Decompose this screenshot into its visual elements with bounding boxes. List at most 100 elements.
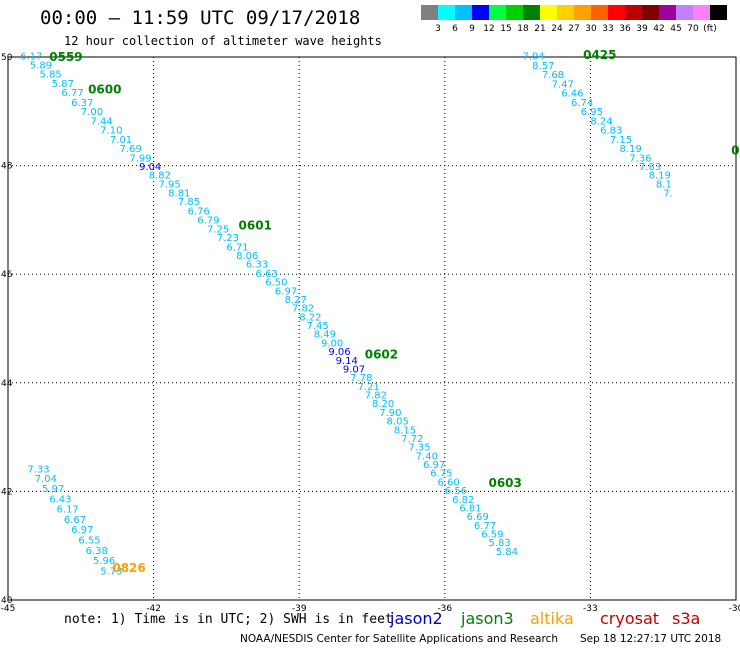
y-tick-label: 46 [1, 270, 13, 280]
color-scale-label: 30 [585, 24, 597, 34]
color-scale-label: 36 [619, 24, 631, 34]
color-swatch [710, 5, 727, 20]
x-tick-label: -39 [292, 604, 307, 614]
wave-height-value: 6.17 [57, 505, 79, 516]
wave-height-value: 8.20 [372, 399, 394, 410]
wave-height-value: 6.74 [571, 98, 593, 109]
wave-height-value: 7.78 [350, 373, 372, 384]
color-scale-label: 24 [551, 24, 563, 34]
wave-height-value: 6.97 [71, 525, 93, 536]
generated-timestamp: Sep 18 12:27:17 UTC 2018 [580, 633, 722, 645]
wave-height-value: 7.90 [379, 408, 401, 419]
wave-height-value: 6.81 [459, 503, 481, 514]
track-time-label: 0601 [239, 219, 272, 233]
satellite-legend-cryosat: cryosat [600, 609, 660, 628]
y-tick-label: 40 [1, 596, 13, 606]
y-tick-label: 42 [1, 487, 12, 497]
color-scale-label: 42 [653, 24, 665, 34]
wave-height-value: 8.27 [285, 295, 307, 306]
wave-height-value: 7.82 [365, 391, 387, 402]
wave-height-value: 7.69 [120, 144, 142, 155]
map-title: 00:00 – 11:59 UTC 09/17/2018 [40, 7, 361, 29]
wave-height-values: 6.175.895.855.876.776.377.007.447.107.01… [20, 52, 673, 578]
color-swatch [540, 5, 557, 20]
wave-height-value: 6.77 [61, 88, 83, 99]
wave-height-value: 9.06 [328, 347, 350, 358]
color-swatch [608, 5, 625, 20]
color-swatch [642, 5, 659, 20]
color-scale-label: 21 [534, 24, 546, 34]
wave-height-value: 5.97 [42, 484, 64, 495]
wave-height-value: 8.22 [299, 312, 321, 323]
wave-height-value: 7.01 [110, 135, 132, 146]
wave-height-value: 8.19 [620, 144, 642, 155]
wave-height-value: 6.55 [78, 536, 100, 547]
wave-height-value: 5.96 [93, 556, 115, 567]
wave-height-value: 6.38 [86, 546, 108, 557]
color-swatch [472, 5, 489, 20]
color-scale-label: 45 [670, 24, 682, 34]
footer-note: note: 1) Time is in UTC; 2) SWH is in fe… [64, 612, 393, 627]
color-swatch [506, 5, 523, 20]
color-swatch [455, 5, 472, 20]
wave-height-value: 7.33 [27, 464, 49, 475]
wave-height-value: 7.40 [416, 451, 438, 462]
grid-lines [8, 57, 736, 600]
y-tick-label: 44 [1, 379, 13, 389]
color-swatch [676, 5, 693, 20]
wave-height-value: 6.79 [197, 216, 219, 227]
wave-height-value: 5.89 [30, 60, 52, 71]
wave-height-value: 6.43 [49, 494, 71, 505]
color-scale-label: 12 [483, 24, 495, 34]
satellite-legend-s3a: s3a [672, 609, 701, 628]
credit-text: NOAA/NESDIS Center for Satellite Applica… [240, 633, 558, 645]
wave-height-value: 7.83 [639, 162, 661, 173]
color-scale-label: 70 [687, 24, 699, 34]
wave-height-value: 7.10 [100, 126, 122, 137]
wave-height-value: 7.21 [357, 382, 379, 393]
wave-height-value: 6.60 [438, 477, 460, 488]
wave-height-value: 9.14 [336, 356, 358, 367]
axis-tick-labels: -45 -42 -39 -36 -33 -30 50 48 46 44 42 40 [1, 53, 740, 614]
track-time-label: 0 [731, 144, 739, 158]
wave-height-value: 8.15 [394, 425, 416, 436]
wave-height-value: 6.82 [452, 495, 474, 506]
wave-height-value: 6.17 [20, 52, 42, 63]
wave-height-value: 8.24 [590, 116, 612, 127]
track-time-label: 0602 [365, 347, 398, 361]
wave-height-value: 7. [663, 189, 673, 200]
color-swatch [693, 5, 710, 20]
map-subtitle: 12 hour collection of altimeter wave hei… [64, 34, 382, 48]
wave-height-value: 7.15 [610, 135, 632, 146]
color-scale-label: 27 [568, 24, 580, 34]
wave-height-value: 6.63 [256, 269, 278, 280]
wave-height-value: 5.84 [496, 547, 518, 558]
wave-height-value: 6.71 [226, 242, 248, 253]
wave-height-value: 7.47 [552, 79, 574, 90]
wave-height-value: 8.81 [168, 189, 190, 200]
color-scale-label: 18 [517, 24, 529, 34]
color-scale-label: 15 [500, 24, 512, 34]
wave-height-value: 7.44 [91, 116, 113, 127]
wave-height-value: 7.68 [542, 70, 564, 81]
wave-height-value: 7.35 [408, 443, 430, 454]
track-time-label: 0600 [88, 82, 121, 96]
y-tick-label: 50 [1, 53, 13, 63]
wave-height-value: 7.45 [306, 321, 328, 332]
wave-height-value: 5.73 [100, 566, 122, 577]
x-tick-label: -30 [729, 604, 740, 614]
wave-height-value: 7.23 [217, 233, 239, 244]
wave-height-value: 8.49 [314, 330, 336, 341]
wave-height-value: 9.07 [343, 364, 365, 375]
x-tick-label: -36 [437, 604, 452, 614]
wave-height-value: 7.25 [207, 224, 229, 235]
track-time-label: 0826 [112, 561, 145, 575]
wave-height-value: 6.76 [188, 206, 210, 217]
color-swatch [591, 5, 608, 20]
track-time-label: 0559 [49, 50, 82, 64]
color-swatch [489, 5, 506, 20]
color-scale-label: 9 [469, 24, 475, 34]
color-swatch [574, 5, 591, 20]
color-swatch [659, 5, 676, 20]
